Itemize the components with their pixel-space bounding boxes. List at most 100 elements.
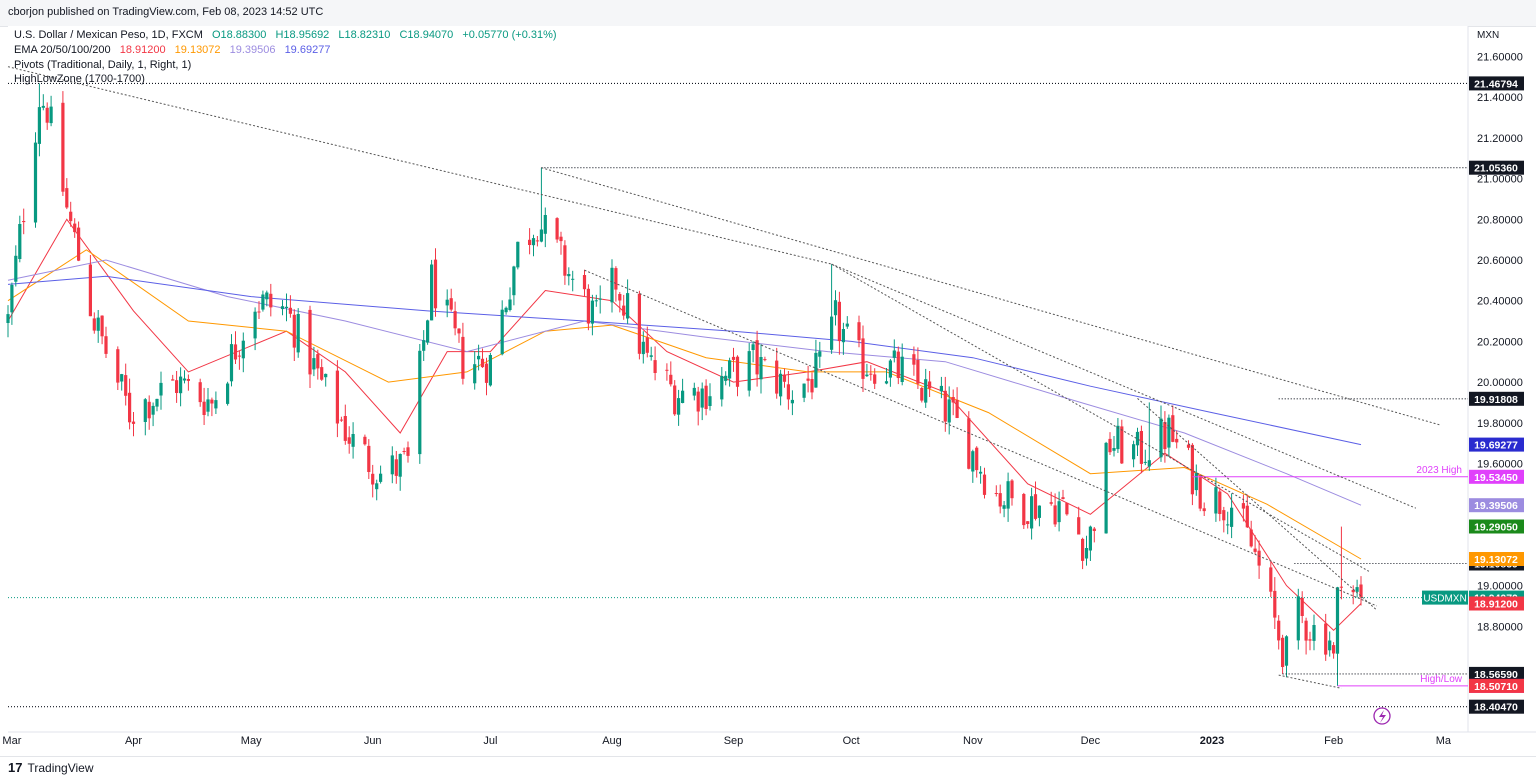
candle-body (198, 382, 202, 403)
legend-h-key: H (275, 29, 283, 41)
candle-body (375, 483, 379, 490)
candle-body (1245, 505, 1249, 528)
candle-body (104, 336, 108, 354)
y-tick-label: 20.40000 (1477, 296, 1523, 308)
price-tag-label: 21.05360 (1474, 163, 1518, 175)
candle-body (1088, 526, 1092, 551)
candle-body (1006, 481, 1010, 509)
price-tag (1469, 596, 1524, 611)
legend-symbol-line: U.S. Dollar / Mexican Peso, 1D, FXCM O18… (14, 29, 557, 41)
candle-body (1077, 517, 1081, 535)
candle-body (73, 223, 77, 233)
candle-body (947, 399, 951, 423)
candle-body (1033, 494, 1038, 519)
currency-label: MXN (1477, 30, 1499, 41)
price-tag-label: 18.40470 (1474, 702, 1518, 714)
candle-body (500, 309, 504, 355)
candle-body (837, 301, 841, 342)
candle-body (1159, 418, 1163, 458)
candle-body (637, 293, 641, 354)
y-tick-label: 20.80000 (1477, 214, 1523, 226)
candle-body (461, 336, 465, 379)
candle-body (1214, 487, 1218, 514)
candle-body (347, 437, 351, 444)
candle-body (939, 385, 943, 392)
time-axis[interactable]: Mar Apr May Jun Jul Aug Sep Oct Nov Dec 2023 Feb Ma (2, 735, 1451, 747)
candle-body (830, 316, 834, 350)
legend-ema200-value: 19.69277 (285, 44, 331, 56)
candle-body (567, 274, 571, 277)
candle-body (1202, 508, 1206, 512)
candle-body (833, 300, 838, 316)
candle-body (1175, 438, 1179, 443)
candle-body (1108, 438, 1112, 453)
candle-body (649, 355, 653, 357)
candle-body (582, 275, 587, 290)
price-chart[interactable]: 2023 High High/Low 21.60000 21.40000 21.200… (0, 26, 1536, 756)
symbol-tag-label: USDMXN (1423, 594, 1466, 605)
candle-body (473, 364, 477, 384)
candle-body (100, 315, 104, 337)
price-tag (1469, 666, 1524, 681)
x-tick-label: Nov (963, 735, 983, 747)
candle-body (900, 356, 904, 382)
tradingview-logo[interactable]: 17 TradingView (8, 760, 94, 775)
footer-bar: 17 TradingView (0, 756, 1536, 781)
candle-body (1277, 620, 1281, 641)
y-tick-label: 19.00000 (1477, 581, 1523, 593)
y-tick-label: 21.20000 (1477, 133, 1523, 145)
candle-body (528, 239, 532, 245)
candle-body (1057, 501, 1061, 523)
candle-body (555, 218, 559, 240)
candle-body (943, 390, 947, 422)
candle-body (571, 278, 575, 280)
candle-body (363, 436, 367, 445)
price-tag-label: 18.50710 (1474, 681, 1518, 693)
ema-lines (7, 218, 1362, 631)
level-note: 2023 High (1416, 465, 1462, 476)
candle-body (1241, 503, 1245, 509)
x-tick-label: Jul (483, 735, 497, 747)
price-tag (1469, 76, 1524, 91)
candle-body (1218, 491, 1222, 514)
candle-body (731, 356, 736, 360)
candle-body (159, 382, 163, 396)
candle-body (33, 142, 38, 223)
candle-body (590, 300, 594, 324)
candle-body (226, 383, 230, 404)
x-tick-label: Dec (1081, 735, 1101, 747)
candle-body (1355, 587, 1359, 592)
candle-body (1324, 623, 1328, 655)
candle-body (371, 473, 375, 485)
flash-icon[interactable] (1373, 707, 1391, 725)
legend: U.S. Dollar / Mexican Peso, 1D, FXCM O18… (14, 29, 557, 85)
candle-body (1132, 444, 1136, 460)
price-tag (1469, 498, 1524, 513)
candle-body (673, 385, 677, 415)
trendline (1278, 674, 1342, 689)
candle-body (10, 285, 14, 313)
candle-body (1135, 431, 1140, 446)
legend-symbol: U.S. Dollar / Mexican Peso, 1D, FXCM (14, 29, 203, 41)
candle-body (253, 311, 257, 339)
price-tag-label: 19.39506 (1474, 500, 1518, 512)
price-tag (1469, 391, 1524, 406)
candles (6, 83, 1363, 686)
trendlines (7, 66, 1440, 689)
legend-ema20-value: 18.91200 (120, 44, 166, 56)
price-axis[interactable]: 21.60000 21.40000 21.20000 21.00000 20.80000… (1477, 52, 1523, 634)
candle-body (124, 375, 128, 396)
candle-body (477, 355, 481, 360)
trendline (584, 269, 1377, 607)
publish-bar: cborjon published on TradingView.com, Fe… (0, 0, 1536, 27)
candle-body (653, 360, 657, 373)
price-tag-label: 21.46794 (1474, 78, 1518, 90)
candle-body (1296, 596, 1300, 641)
candle-body (1065, 502, 1069, 515)
candle-body (681, 390, 685, 403)
candle-body (1230, 507, 1234, 527)
candle-body (312, 358, 316, 370)
candle-body (398, 454, 402, 477)
candle-body (422, 340, 426, 351)
candle-body (1026, 521, 1030, 524)
